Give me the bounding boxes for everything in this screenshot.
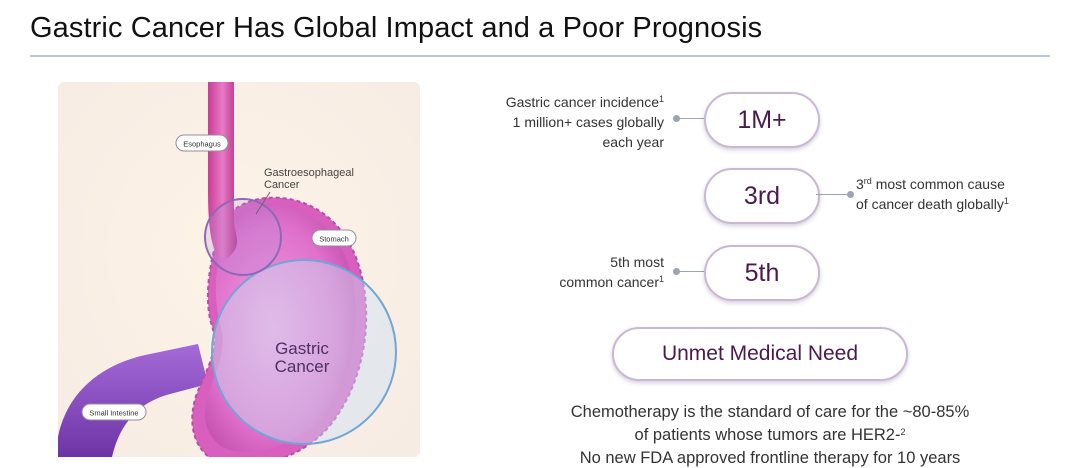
ge-cancer-label-line2: Cancer [264, 179, 300, 191]
unmet-need-line1: Chemotherapy is the standard of care for… [570, 403, 970, 421]
death-rank-value-pill: 3rd [704, 168, 820, 224]
cancer-rank-line2: common cancer [559, 274, 659, 290]
incidence-title: Gastric cancer incidence [505, 94, 659, 110]
ge-cancer-circle [204, 198, 282, 276]
incidence-label: Gastric cancer incidence1 1 million+ cas… [506, 92, 664, 152]
slide-title: Gastric Cancer Has Global Impact and a P… [30, 12, 763, 44]
small-intestine-label: Small Intestine [89, 409, 138, 418]
stomach-illustration: Esophagus Stomach Small Intestine Gastro… [58, 82, 420, 457]
title-divider [30, 55, 1050, 57]
small-intestine-tag: Small Intestine [81, 403, 147, 421]
incidence-footnote: 1 [658, 94, 664, 104]
death-rank-ordinal: rd [863, 176, 872, 186]
death-rank-line2: of cancer death globally [856, 196, 1004, 212]
incidence-value-pill: 1M+ [704, 92, 820, 148]
cancer-rank-label: 5th most common cancer1 [559, 252, 664, 292]
esophagus-tag: Esophagus [175, 134, 229, 152]
cancer-rank-footnote: 1 [658, 274, 664, 284]
ge-pointer-line [255, 191, 271, 215]
death-rank-label: 3rd most common cause of cancer death gl… [856, 174, 1009, 214]
incidence-line3: each year [602, 134, 664, 150]
cancer-rank-value-pill: 5th [704, 245, 820, 301]
unmet-need-footnote: 2 [900, 427, 906, 437]
unmet-need-line2: of patients whose tumors are HER2- [634, 426, 901, 444]
esophagus-label: Esophagus [183, 140, 221, 149]
incidence-line2: 1 million+ cases globally [512, 114, 664, 130]
stomach-tag: Stomach [311, 229, 357, 247]
esophagus-shape [208, 82, 238, 259]
incidence-connector [676, 118, 704, 119]
death-rank-prefix: 3 [856, 176, 864, 192]
cancer-rank-line1: 5th most [610, 254, 664, 270]
cancer-rank-connector [676, 271, 704, 272]
death-rank-connector-dot [847, 191, 854, 198]
stomach-body [205, 206, 356, 452]
small-intestine-shape [58, 344, 208, 457]
death-rank-footnote: 1 [1003, 196, 1009, 206]
ge-cancer-label-line1: Gastroesophageal [264, 167, 354, 179]
cancer-rank-connector-dot [673, 268, 680, 275]
unmet-need-text: Chemotherapy is the standard of care for… [540, 401, 1000, 447]
death-rank-rest: most common cause [871, 176, 1005, 192]
gastric-cancer-label-line1: Gastric [275, 339, 329, 358]
gastric-cancer-circle [211, 259, 397, 445]
incidence-connector-dot [673, 115, 680, 122]
stomach-label: Stomach [319, 235, 349, 244]
unmet-need-pill: Unmet Medical Need [612, 327, 908, 381]
unmet-need-partial-line: No new FDA approved frontline therapy fo… [579, 449, 961, 467]
gastric-cancer-label-line2: Cancer [275, 357, 330, 376]
death-rank-connector [816, 194, 852, 195]
